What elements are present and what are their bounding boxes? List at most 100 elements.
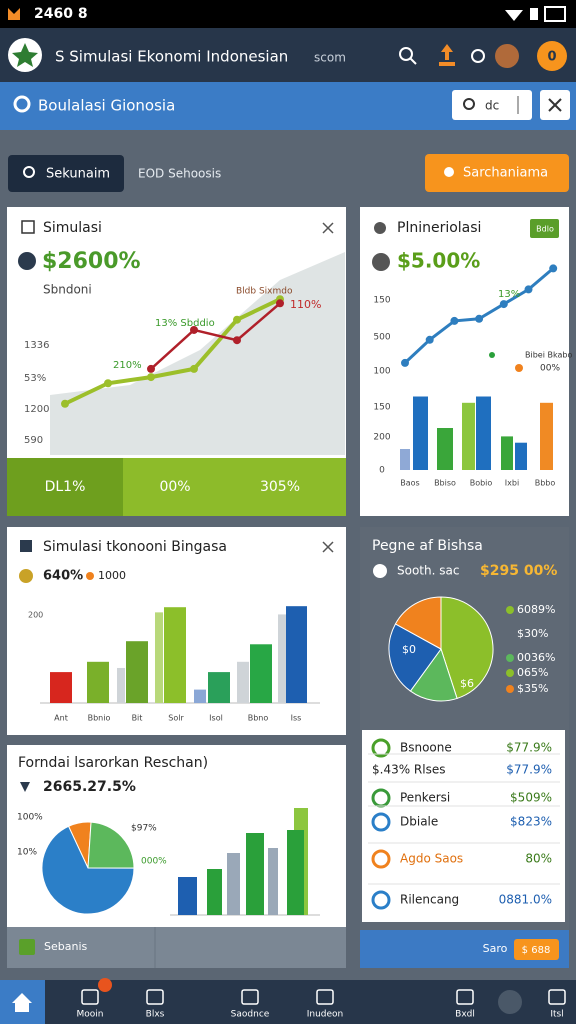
stat-value: 00%	[159, 479, 190, 495]
list-icon	[371, 812, 391, 832]
legend-label: 6089%	[517, 603, 555, 616]
legend-dot	[515, 364, 523, 372]
x-label: Baos	[400, 479, 419, 488]
line-point	[61, 399, 69, 408]
pie-label: $97%	[131, 824, 157, 834]
bar	[87, 661, 109, 703]
slice-label: $0	[402, 643, 416, 656]
nav-icon	[241, 989, 259, 1005]
line-point	[147, 364, 155, 373]
bar	[413, 396, 428, 470]
axis-label: 500	[373, 333, 390, 343]
list-value: $77.9%	[506, 763, 552, 777]
annotation: 13% Sbddio	[155, 318, 215, 329]
axis-label: 150	[373, 296, 390, 306]
x-label: Iss	[291, 714, 302, 723]
status-bar	[0, 0, 576, 28]
nav-label[interactable]: Saodnce	[231, 1010, 270, 1020]
value-icon	[372, 253, 390, 271]
search-icon[interactable]	[399, 47, 413, 61]
status-time: 2460 8	[34, 6, 88, 22]
action-button[interactable]	[425, 154, 569, 192]
axis-label: 1336	[24, 340, 49, 351]
nav-label[interactable]: Bxdl	[455, 1010, 475, 1020]
pie-slice	[87, 821, 135, 869]
bar	[250, 644, 272, 703]
nav-label[interactable]: Mooin	[77, 1010, 104, 1020]
annotation: Bibei Bkabo	[525, 351, 572, 360]
nav-icon	[146, 989, 164, 1005]
x-label: Solr	[168, 714, 184, 723]
footer-label: Saro	[483, 942, 508, 955]
battery-icon	[544, 6, 566, 22]
list-value: $509%	[510, 791, 552, 805]
list-value: $77.9%	[506, 741, 552, 755]
pie-slice	[394, 596, 442, 650]
nav-label[interactable]: Blxs	[146, 1010, 165, 1020]
bar	[178, 877, 197, 915]
pie-slice	[409, 647, 458, 702]
x-label: Bbiso	[434, 479, 456, 488]
axis-label: 200	[373, 433, 390, 443]
legend-dot	[506, 606, 514, 614]
line-point	[524, 285, 533, 294]
line-point	[104, 379, 112, 388]
action-button-label: Sarchaniama	[463, 166, 548, 181]
list-icon	[371, 738, 391, 758]
bar	[476, 396, 491, 470]
line-series	[150, 302, 281, 370]
pie-slice	[41, 825, 135, 915]
card-subtitle: Sooth. sac	[397, 564, 459, 578]
card-badge-label: Bdlo	[536, 225, 554, 234]
bar	[208, 672, 230, 703]
search-bar-icon	[13, 95, 31, 113]
list-label: Rilencang	[400, 893, 459, 907]
nav-icon	[548, 989, 566, 1005]
primary-button[interactable]	[8, 155, 124, 192]
line-point	[499, 300, 508, 309]
list-label: Agdo Saos	[400, 852, 463, 866]
card-value: $2600%	[42, 249, 141, 274]
line-point	[190, 364, 198, 373]
card-title: Plnineriolasi	[397, 220, 481, 236]
list-panel	[362, 730, 565, 922]
x-label: Ant	[54, 714, 68, 723]
bar	[194, 689, 206, 703]
list-label: Bsnoone	[400, 741, 452, 755]
nav-label[interactable]: Itsl	[550, 1010, 563, 1020]
nav-profile	[498, 990, 522, 1014]
nav-label[interactable]: Inudeon	[307, 1010, 344, 1020]
x-label: Bbnio	[88, 714, 111, 723]
bar	[207, 869, 222, 915]
x-label: Bobio	[470, 479, 493, 488]
legend-dot	[506, 654, 514, 662]
notification-badge	[537, 41, 567, 71]
app-domain: scom	[314, 51, 346, 65]
bar	[164, 607, 186, 703]
list-label: Dbiale	[400, 815, 438, 829]
card-footer-icon	[19, 939, 35, 955]
card-close	[322, 541, 334, 553]
bar	[268, 848, 278, 915]
card-subtitle: Sbndoni	[43, 283, 92, 297]
value-icon	[19, 569, 33, 583]
legend-dot	[506, 669, 514, 677]
bar	[540, 402, 553, 470]
footer-button[interactable]	[514, 939, 559, 960]
card-value: 2665.27.5%	[43, 779, 136, 795]
legend-label: $35%	[517, 682, 548, 695]
search-input[interactable]	[452, 90, 532, 120]
stat-tile	[123, 458, 346, 516]
bar	[50, 672, 72, 703]
x-label: Bbbo	[535, 479, 556, 488]
card-close	[322, 222, 334, 234]
pie-label: 10%	[17, 848, 37, 858]
home-icon	[12, 993, 32, 1012]
card-icon	[20, 540, 32, 552]
axis-label: 0	[379, 466, 385, 476]
nav-notification	[98, 978, 112, 992]
app-title: S Simulasi Ekonomi Indonesian	[55, 48, 288, 66]
x-label: Isol	[209, 714, 223, 723]
card-footer-label: Sebanis	[44, 940, 88, 953]
